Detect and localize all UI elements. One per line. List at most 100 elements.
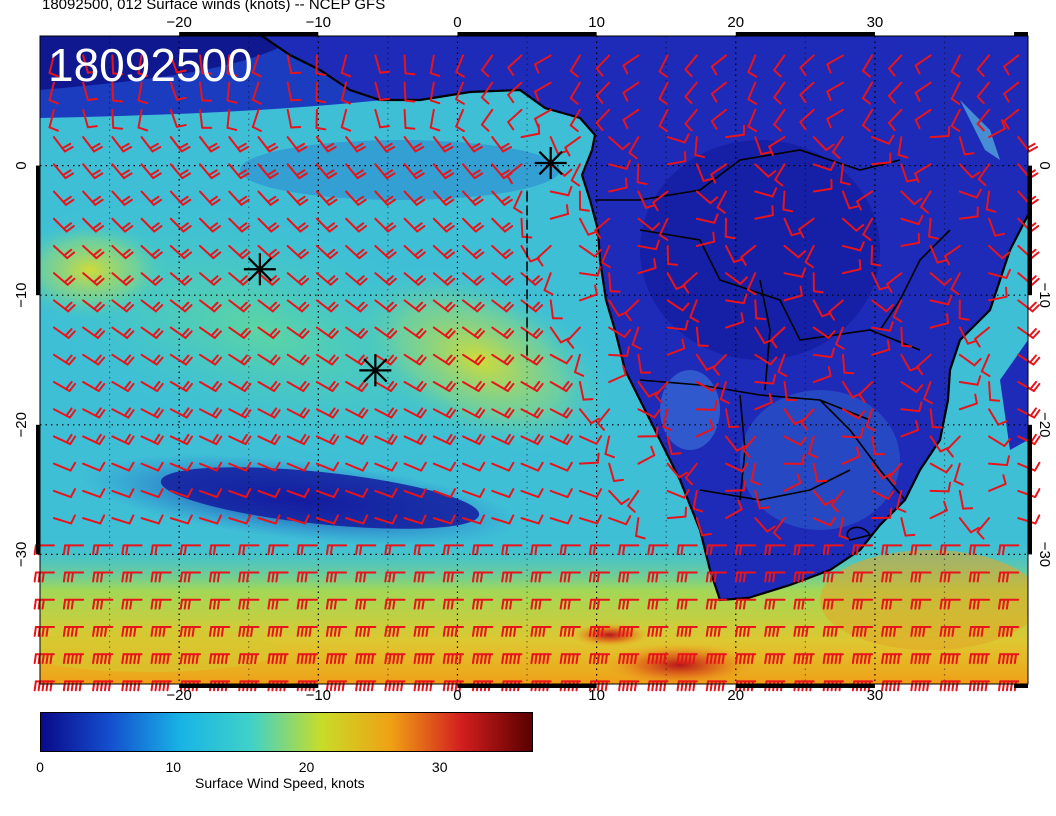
wind-barb-494: [578, 435, 603, 445]
wind-barb-704: [734, 598, 757, 610]
wind-barb-118: [520, 123, 541, 139]
wind-barb-576: [988, 474, 1007, 492]
wind-barb-457: [491, 407, 515, 419]
wind-barb-580: [111, 514, 135, 525]
wind-barb-574: [929, 481, 952, 493]
wind-barb-416: [286, 380, 310, 393]
wind-barb-653: [238, 571, 260, 583]
wind-barb-218: [462, 217, 484, 233]
wind-barb-93: [773, 108, 786, 132]
wind-barb-297: [783, 267, 807, 278]
wind-barb-672: [793, 571, 815, 583]
wind-barb-571: [830, 489, 844, 513]
wind-barb-718: [150, 625, 172, 637]
wind-barb-111: [315, 136, 337, 153]
wind-barb-578: [52, 514, 76, 525]
wind-barb-296: [746, 272, 757, 296]
wind-barb-597: [608, 515, 632, 526]
wind-barb-172: [111, 190, 133, 206]
wind-barb-120: [564, 136, 581, 157]
wind-barb-265: [841, 241, 865, 252]
wind-barb-157: [666, 151, 687, 166]
wind-barb-464: [695, 400, 718, 411]
wind-barb-703: [705, 598, 728, 610]
wind-barb-575: [958, 489, 974, 510]
wind-barb-246: [286, 244, 309, 260]
wind-barb-277: [199, 272, 222, 286]
wind-barb-414: [228, 380, 252, 393]
wind-barb-219: [491, 217, 514, 233]
lon-label-bottom-2: 0: [453, 687, 461, 700]
wind-barb-129: [831, 136, 844, 160]
wind-barb-569: [783, 473, 802, 492]
wind-barb-347: [257, 326, 281, 339]
wind-barb-766: [559, 653, 581, 665]
wind-barb-302: [929, 272, 953, 286]
wind-barb-515: [199, 461, 223, 472]
wind-barb-292: [637, 258, 657, 275]
wind-barb-201: [958, 188, 982, 199]
wind-barb-529: [608, 462, 624, 483]
wind-barb-166: [914, 163, 932, 183]
lat-label-right-2: −20: [1036, 412, 1053, 437]
wind-barb-240: [111, 244, 134, 260]
wind-barb-162: [812, 160, 836, 172]
wind-barb-330: [754, 299, 767, 321]
wind-barb-613: [62, 544, 85, 556]
wind-barb-407: [1017, 353, 1041, 366]
wind-barb-402: [871, 339, 891, 356]
wind-barb-581: [140, 514, 164, 525]
wind-barb-436: [858, 381, 874, 403]
wind-barb-527: [549, 461, 573, 472]
wind-barb-6: [226, 54, 238, 77]
wind-barb-700: [618, 598, 640, 610]
wind-barb-148: [403, 163, 425, 180]
wind-barb-779: [939, 653, 961, 665]
wind-barb-586: [286, 514, 310, 525]
wind-barb-68: [48, 108, 59, 132]
wind-barb-455: [432, 407, 457, 419]
wind-barb-669: [705, 571, 728, 583]
wind-barb-749: [62, 653, 85, 665]
wind-barb-429: [654, 381, 669, 404]
wind-barb-747: [997, 625, 1020, 637]
wind-barb-728: [442, 625, 465, 637]
wind-barb-618: [208, 544, 231, 556]
wind-speed-field: [40, 36, 1028, 684]
wind-barb-811: [881, 680, 903, 692]
wind-barb-3: [137, 54, 149, 77]
wind-barb-685: [179, 598, 202, 610]
wind-barb-676: [910, 571, 932, 583]
lon-label-top-0: −20: [166, 14, 191, 31]
wind-barb-590: [403, 514, 427, 525]
wind-barb-194: [754, 187, 778, 198]
wind-barb-295: [725, 272, 748, 285]
wind-barb-461: [596, 408, 611, 431]
wind-barb-752: [150, 653, 172, 665]
wind-barb-32: [976, 54, 991, 78]
wind-barb-114: [403, 136, 425, 153]
wind-barb-210: [228, 217, 251, 233]
wind-barb-405: [958, 353, 982, 367]
date-stamp: 18092500: [48, 39, 253, 91]
wind-barb-551: [257, 488, 281, 499]
wind-barb-450: [286, 407, 310, 419]
wind-barb-401: [841, 353, 855, 375]
wind-barb-109: [257, 136, 279, 153]
wind-barb-735: [647, 625, 669, 637]
wind-barb-42: [286, 81, 302, 102]
wind-barb-492: [520, 433, 544, 446]
wind-barb-307: [82, 299, 105, 313]
wind-barb-763: [471, 653, 494, 665]
wind-barb-567: [725, 480, 746, 492]
wind-barb-241: [140, 244, 163, 260]
wind-barb-449: [257, 407, 281, 419]
wind-barb-12: [403, 54, 416, 76]
wind-barb-177: [257, 190, 280, 206]
wind-barb-230: [798, 217, 815, 239]
wind-barb-462: [637, 408, 661, 419]
wind-barb-50: [507, 81, 523, 104]
wind-barb-503: [841, 427, 864, 439]
wind-barb-558: [462, 488, 486, 499]
wind-barb-713: [997, 598, 1020, 610]
